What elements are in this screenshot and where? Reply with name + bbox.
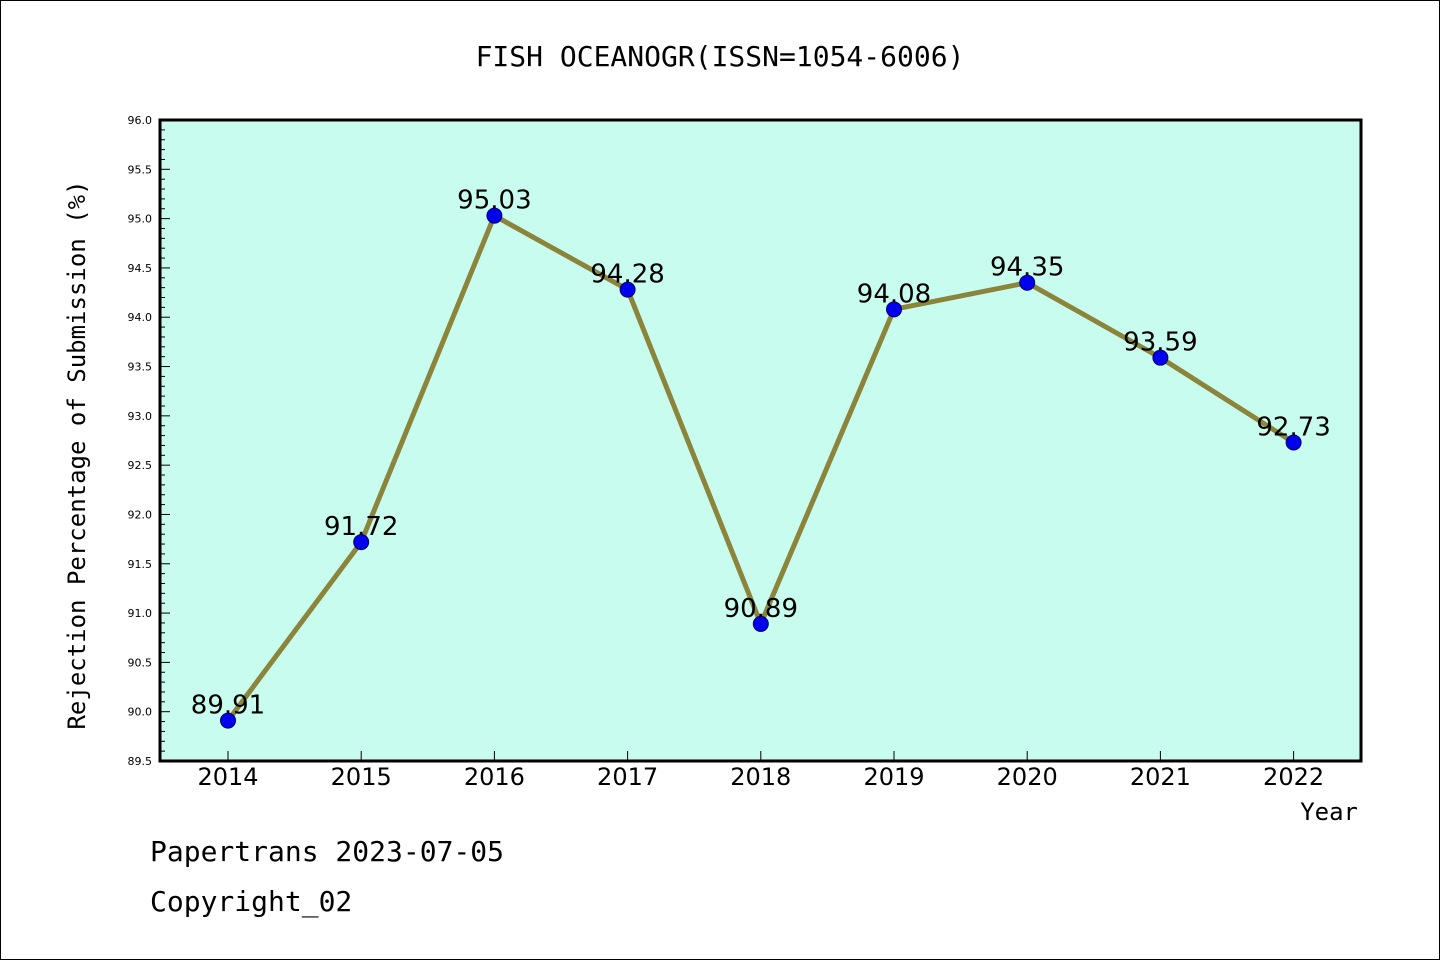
- data-labels: 89.91 91.72 95.03 94.28 90.89 94.08 94.35 93.59…: [191, 186, 1331, 721]
- data-point: [752, 615, 769, 632]
- y-axis: 89.5 90.0 90.5 91.0 91.5 92.0 92.5 93.0 93.5 94.0…: [128, 114, 170, 768]
- data-label: 95.03: [457, 186, 531, 216]
- y-tick-label: 90.5: [128, 656, 153, 669]
- data-point: [619, 281, 636, 298]
- data-label: 92.73: [1256, 412, 1330, 442]
- y-tick-label: 92.5: [128, 459, 153, 472]
- x-tick-label: 2019: [863, 763, 924, 791]
- y-tick-label: 94.0: [128, 311, 153, 324]
- data-label: 91.72: [324, 512, 398, 542]
- data-label: 93.59: [1123, 328, 1197, 358]
- x-axis-label: Year: [1300, 798, 1358, 826]
- y-tick-label: 95.5: [128, 163, 153, 176]
- x-tick-label: 2021: [1130, 763, 1191, 791]
- y-tick-label: 92.0: [128, 508, 153, 521]
- x-tick-label: 2015: [331, 763, 392, 791]
- data-label: 90.89: [724, 594, 798, 624]
- data-point: [353, 534, 370, 551]
- y-tick-label: 91.5: [128, 558, 153, 571]
- y-tick-label: 89.5: [128, 755, 153, 768]
- x-tick-label: 2014: [197, 763, 258, 791]
- data-point: [486, 207, 503, 224]
- data-label: 94.28: [590, 260, 664, 290]
- x-tick-label: 2018: [730, 763, 791, 791]
- data-point: [1019, 274, 1036, 291]
- plot-area: [158, 118, 1363, 763]
- y-tick-label: 96.0: [128, 114, 153, 127]
- x-tick-label: 2016: [464, 763, 525, 791]
- y-tick-label: 90.0: [128, 706, 153, 719]
- data-point: [1152, 349, 1169, 366]
- data-label: 94.08: [857, 279, 931, 309]
- x-tick-label: 2020: [997, 763, 1058, 791]
- x-tick-label: 2017: [597, 763, 658, 791]
- y-tick-label: 93.0: [128, 410, 153, 423]
- data-point: [1285, 434, 1302, 451]
- y-tick-label: 95.0: [128, 213, 153, 226]
- x-axis: 2014 2015 2016 2017 2018 2019 2020 2021 2022: [197, 751, 1324, 791]
- data-point: [220, 712, 236, 729]
- y-tick-label: 93.5: [128, 361, 153, 374]
- chart-title: FISH OCEANOGR(ISSN=1054-6006): [476, 40, 965, 73]
- footer-copyright: Copyright_02: [150, 885, 353, 918]
- data-label: 89.91: [191, 691, 265, 721]
- x-tick-label: 2022: [1263, 763, 1324, 791]
- y-tick-label: 94.5: [128, 262, 153, 275]
- series-markers: [220, 207, 1302, 729]
- data-label: 94.35: [990, 253, 1064, 283]
- footer-date: Papertrans 2023-07-05: [150, 835, 505, 868]
- y-tick-label: 91.0: [128, 607, 153, 620]
- y-axis-label: Rejection Percentage of Submission (%): [63, 180, 91, 729]
- data-point: [886, 301, 902, 318]
